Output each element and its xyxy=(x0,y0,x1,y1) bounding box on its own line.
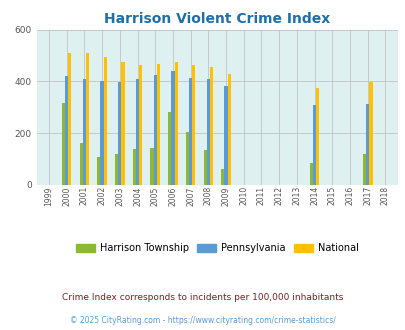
Bar xyxy=(168,113,171,185)
Bar xyxy=(150,148,153,185)
Bar xyxy=(97,157,100,185)
Bar xyxy=(139,65,142,185)
Bar xyxy=(203,150,206,185)
Bar xyxy=(365,104,369,185)
Bar xyxy=(65,76,68,185)
Title: Harrison Violent Crime Index: Harrison Violent Crime Index xyxy=(104,12,330,26)
Bar xyxy=(118,82,121,185)
Bar xyxy=(227,74,230,185)
Bar xyxy=(206,79,209,185)
Bar xyxy=(369,82,372,185)
Bar xyxy=(209,67,213,185)
Bar xyxy=(86,53,89,185)
Bar xyxy=(309,163,312,185)
Legend: Harrison Township, Pennsylvania, National: Harrison Township, Pennsylvania, Nationa… xyxy=(72,239,362,257)
Text: © 2025 CityRating.com - https://www.cityrating.com/crime-statistics/: © 2025 CityRating.com - https://www.city… xyxy=(70,315,335,325)
Bar xyxy=(68,53,71,185)
Bar xyxy=(136,79,139,185)
Bar xyxy=(189,78,192,185)
Bar xyxy=(132,148,136,185)
Bar xyxy=(100,82,103,185)
Bar xyxy=(192,65,195,185)
Bar xyxy=(79,144,83,185)
Bar xyxy=(171,71,174,185)
Bar xyxy=(221,169,224,185)
Bar xyxy=(121,62,124,185)
Bar xyxy=(185,132,189,185)
Bar xyxy=(62,103,65,185)
Bar xyxy=(103,57,107,185)
Bar xyxy=(312,105,315,185)
Bar xyxy=(156,64,160,185)
Bar xyxy=(224,86,227,185)
Bar xyxy=(153,75,156,185)
Bar xyxy=(315,88,319,185)
Text: Crime Index corresponds to incidents per 100,000 inhabitants: Crime Index corresponds to incidents per… xyxy=(62,292,343,302)
Bar xyxy=(83,79,86,185)
Bar xyxy=(362,154,365,185)
Bar xyxy=(174,62,177,185)
Bar xyxy=(115,154,118,185)
